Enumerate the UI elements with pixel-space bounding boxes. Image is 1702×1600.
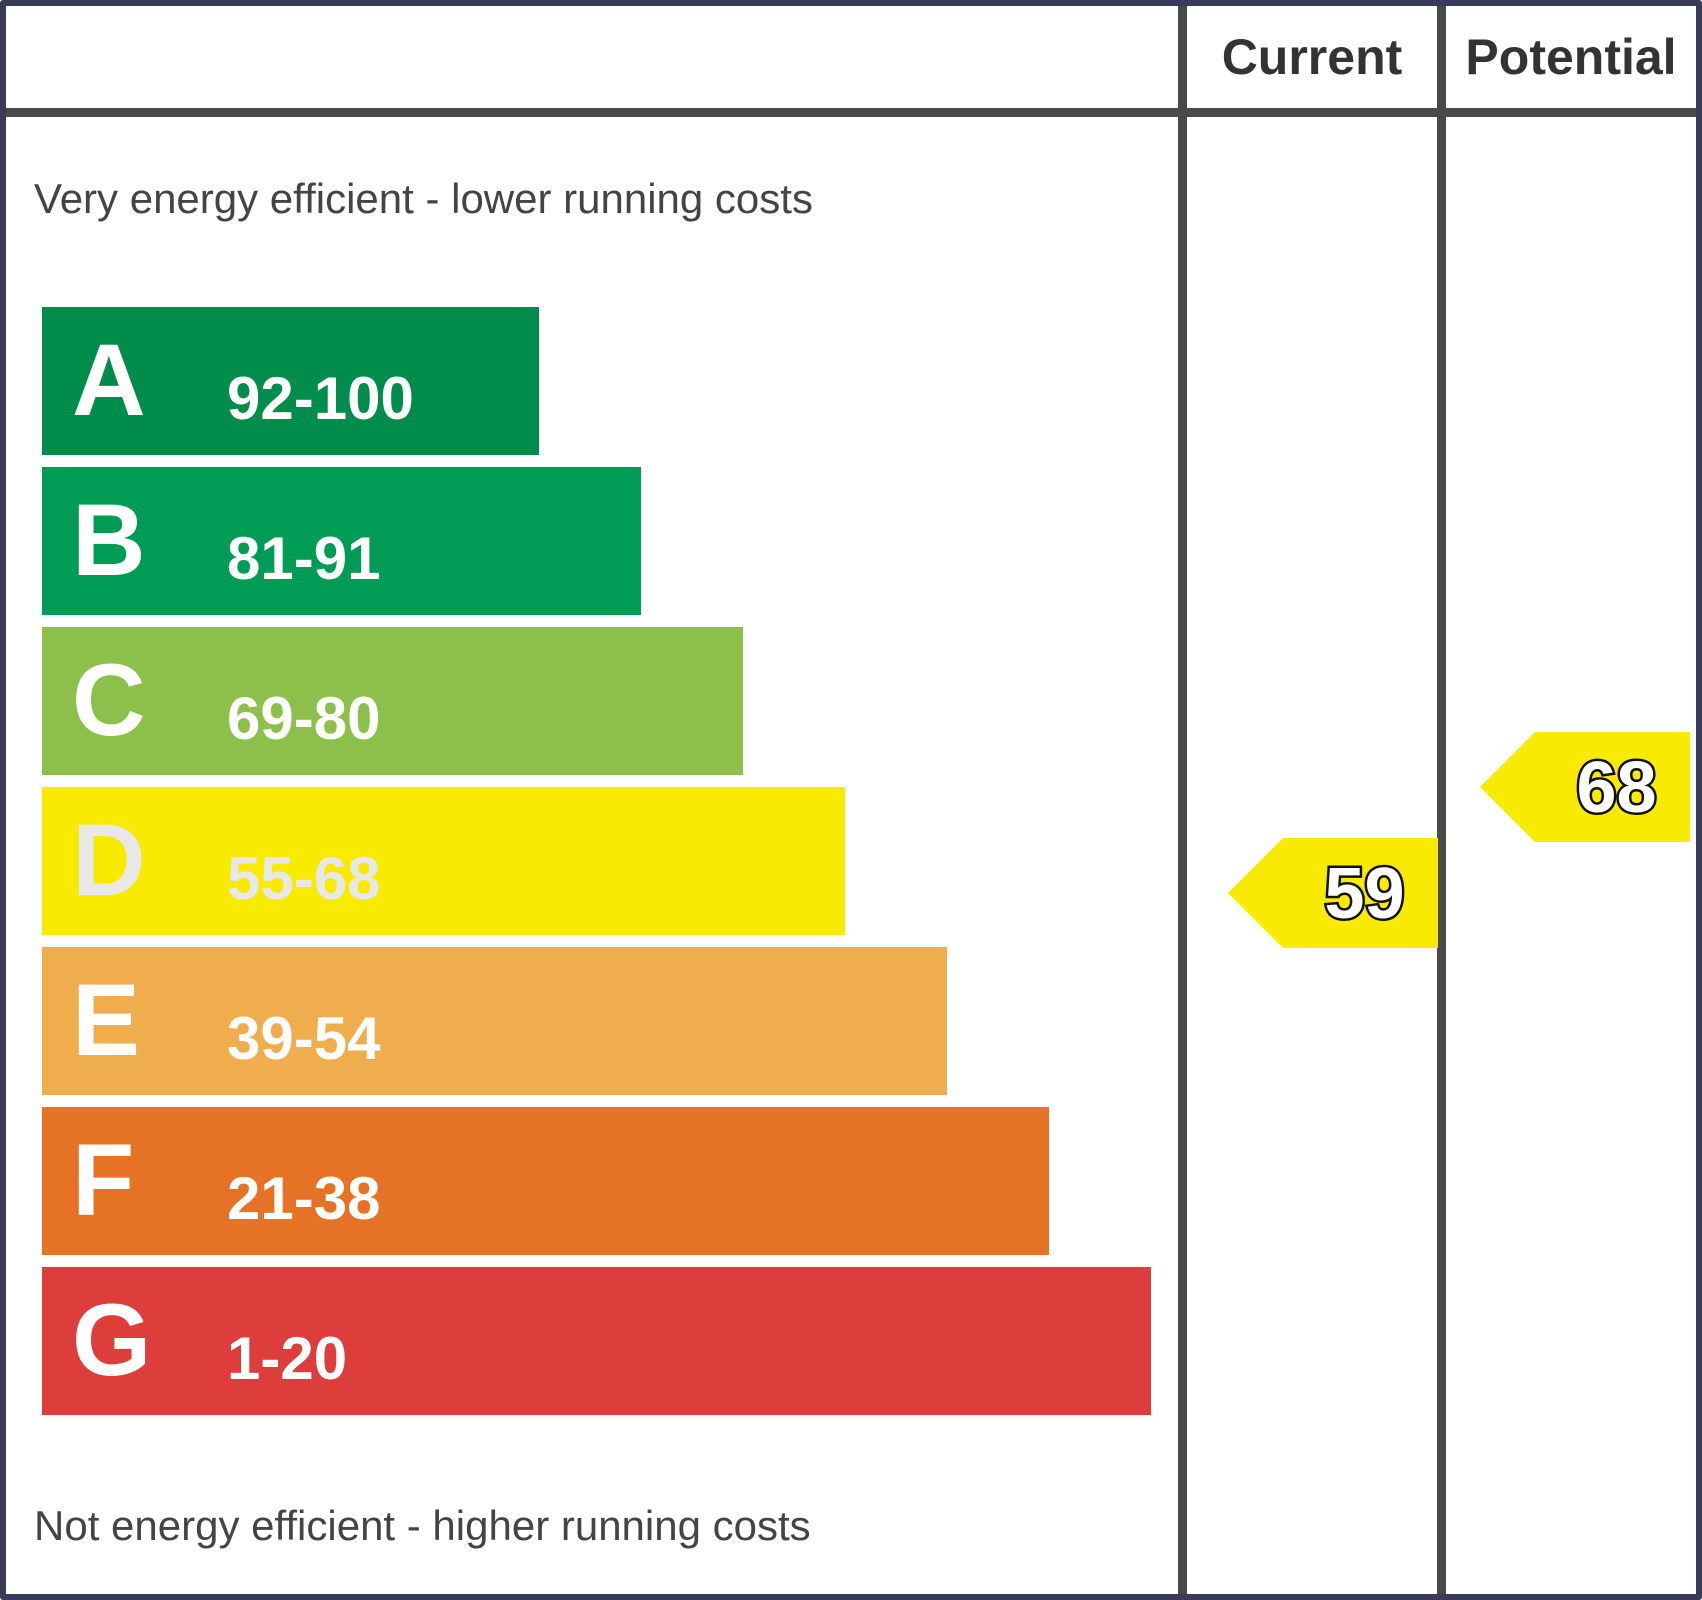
band-b: B 81-91: [42, 467, 641, 615]
band-range: 69-80: [227, 685, 381, 752]
bottom-caption: Not energy efficient - higher running co…: [34, 1502, 811, 1549]
band-range: 39-54: [227, 1005, 381, 1072]
band-letter: E: [72, 963, 141, 1077]
top-caption: Very energy efficient - lower running co…: [34, 175, 813, 222]
band-range: 21-38: [227, 1165, 381, 1232]
band-d: D 55-68: [42, 787, 845, 935]
band-letter: G: [72, 1283, 152, 1397]
band-letter: B: [72, 483, 146, 597]
band-letter: C: [72, 643, 146, 757]
current-rating-value: 59: [1324, 854, 1404, 934]
current-rating-marker: 59: [1228, 838, 1438, 948]
current-column-divider: [1178, 6, 1187, 1594]
band-f: F 21-38: [42, 1107, 1049, 1255]
band-e: E 39-54: [42, 947, 947, 1095]
potential-rating-arrow: [1480, 732, 1690, 842]
potential-rating-marker: 68: [1480, 732, 1690, 842]
potential-rating-value: 68: [1576, 748, 1656, 828]
band-g: G 1-20: [42, 1267, 1151, 1415]
band-range: 55-68: [227, 845, 381, 912]
potential-column-divider: [1437, 6, 1446, 1594]
current-column-header: Current: [1221, 29, 1403, 85]
potential-column-header: Potential: [1465, 29, 1677, 85]
band-range: 81-91: [227, 525, 381, 592]
band-letter: D: [72, 803, 146, 917]
band-c: C 69-80: [42, 627, 743, 775]
band-a: A 92-100: [42, 307, 539, 455]
current-rating-arrow: [1228, 838, 1438, 948]
band-range: 92-100: [227, 365, 414, 432]
band-letter: F: [72, 1123, 135, 1237]
band-letter: A: [72, 323, 146, 437]
band-range: 1-20: [227, 1325, 348, 1392]
header-divider: [6, 108, 1696, 117]
